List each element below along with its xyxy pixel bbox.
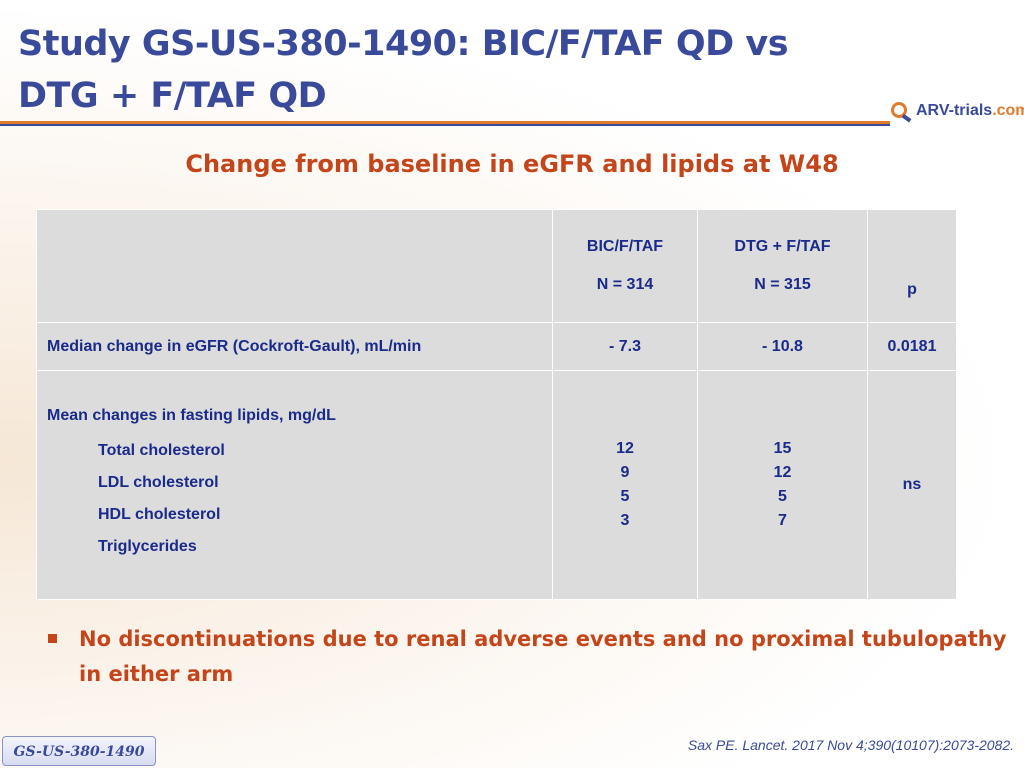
header-bic-arm: BIC/F/TAF N = 314 [552,209,698,323]
dtg-hdl: 5 [778,488,787,505]
bic-arm-name: BIC/F/TAF [586,238,664,255]
lipid-item-tg: Triglycerides [98,538,197,555]
bic-tg: 3 [620,512,630,529]
table-row-egfr: Median change in eGFR (Cockroft-Gault), … [36,322,957,371]
header-empty-cell [36,209,553,323]
magnifier-logo-icon [891,102,912,123]
lipids-heading: Mean changes in fasting lipids, mg/dL [47,407,336,424]
table-header-row: BIC/F/TAF N = 314 DTG + F/TAF N = 315 p [36,209,957,323]
bic-arm-n: N = 314 [596,276,654,293]
results-table: BIC/F/TAF N = 314 DTG + F/TAF N = 315 p … [36,209,957,600]
dtg-arm-n: N = 315 [754,276,811,293]
study-badge: GS-US-380-1490 [2,736,156,766]
bic-ldl: 9 [620,464,630,481]
header-dtg-arm: DTG + F/TAF N = 315 [697,209,868,323]
egfr-p-value: 0.0181 [867,322,957,371]
table-row-lipids: Mean changes in fasting lipids, mg/dL To… [36,370,957,600]
egfr-dtg-value: - 10.8 [697,322,868,371]
dtg-ldl: 12 [773,464,792,481]
bic-hdl: 5 [620,488,630,505]
lipids-dtg-values: 15 12 5 7 [697,370,868,600]
lipid-item-ldl: LDL cholesterol [98,474,219,491]
lipid-item-total: Total cholesterol [98,442,225,459]
logo-prefix: ARV- [916,102,954,119]
arv-trials-logo: ARV-trials.com [888,98,1024,128]
egfr-label: Median change in eGFR (Cockroft-Gault), … [36,322,553,371]
logo-suffix: .com [992,102,1024,119]
lipid-item-hdl: HDL cholesterol [98,506,221,523]
slide-title: Study GS-US-380-1490: BIC/F/TAF QD vs DT… [18,18,838,122]
title-rule-blue [0,124,890,126]
title-line-2: DTG + F/TAF QD [18,76,327,116]
slide-subtitle: Change from baseline in eGFR and lipids … [185,150,839,178]
dtg-total: 15 [773,440,792,457]
title-rule-orange [0,121,890,124]
dtg-tg: 7 [778,512,787,529]
title-line-1: Study GS-US-380-1490: BIC/F/TAF QD vs [18,24,789,64]
logo-middle: trials [953,102,993,119]
bic-total: 12 [616,440,634,457]
logo-text: ARV-trials.com [916,102,1024,120]
bullet-text: No discontinuations due to renal adverse… [79,627,1007,686]
square-bullet-icon [48,634,57,643]
dtg-arm-name: DTG + F/TAF [734,238,831,255]
egfr-bic-value: - 7.3 [552,322,698,371]
lipids-label-cell: Mean changes in fasting lipids, mg/dL To… [36,370,553,600]
header-p: p [867,209,957,323]
lipids-bic-values: 12 9 5 3 [552,370,698,600]
lipids-p-value: ns [867,370,957,600]
citation: Sax PE. Lancet. 2017 Nov 4;390(10107):20… [687,737,1014,753]
